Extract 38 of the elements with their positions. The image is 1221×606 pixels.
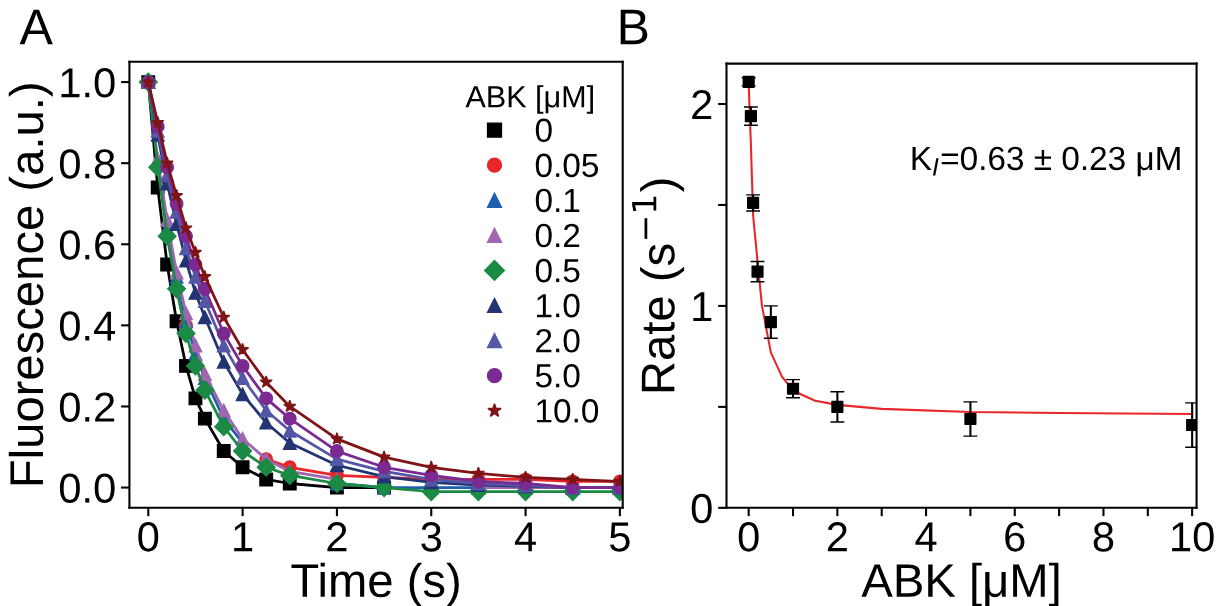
x-tick-label: 4 xyxy=(915,522,937,552)
x-tick-label: 4 xyxy=(514,522,536,552)
text: B xyxy=(620,9,648,45)
x-tick-label: 0 xyxy=(738,522,759,552)
annotation: K$_{I}$=0.63 ± 0.23 μM xyxy=(912,146,1180,177)
x-axis-title: Time (s) xyxy=(291,562,459,606)
legend-label: 1.0 xyxy=(537,293,580,318)
y-tick-label: 0.0 xyxy=(59,473,115,504)
x-tick-label: 2 xyxy=(327,522,347,552)
y-axis-title: Fluorescence (a.u.) xyxy=(8,84,53,485)
legend-label: 0.5 xyxy=(535,258,580,283)
legend-label: 2.0 xyxy=(536,328,580,353)
y-tick-label: 1 xyxy=(693,292,712,322)
legend-label: 5.0 xyxy=(535,364,580,388)
legend-title: ABK [μM] xyxy=(465,85,593,114)
x-tick-label: 3 xyxy=(421,522,441,552)
x-axis-title: ABK [μM] xyxy=(861,562,1059,606)
legend-label: 10.0 xyxy=(537,399,599,423)
y-tick-label: 0.2 xyxy=(59,392,115,422)
x-tick-label: 6 xyxy=(1005,522,1025,552)
y-tick-label: 1.0 xyxy=(61,68,115,98)
legend-label: 0.1 xyxy=(535,188,580,213)
legend-label: 0.05 xyxy=(535,153,598,178)
legend-label: 0 xyxy=(535,118,552,143)
x-tick-label: 5 xyxy=(609,522,630,552)
x-tick-label: 2 xyxy=(827,522,847,552)
text: A xyxy=(19,9,53,45)
legend-label: 0.2 xyxy=(535,223,580,248)
y-tick-label: 0.6 xyxy=(59,230,115,260)
y-axis-title: Rate (s$^{−1}$) xyxy=(632,179,685,392)
x-tick-label: 1 xyxy=(234,522,253,552)
x-tick-label: 8 xyxy=(1093,522,1114,552)
x-tick-label: 0 xyxy=(138,522,159,552)
y-tick-label: 2 xyxy=(692,90,712,120)
y-tick-label: 0.4 xyxy=(59,311,116,341)
y-tick-label: 0.8 xyxy=(59,149,115,179)
x-tick-label: 10 xyxy=(1172,522,1214,552)
y-tick-label: 0 xyxy=(691,493,712,524)
